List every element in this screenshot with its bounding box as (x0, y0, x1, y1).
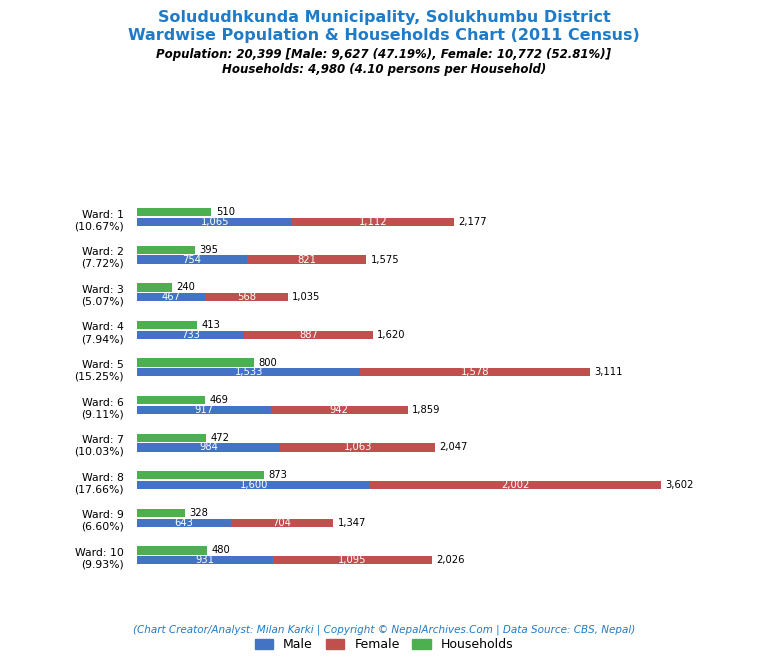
Text: 1,035: 1,035 (292, 292, 320, 302)
Text: 643: 643 (174, 517, 194, 527)
Text: 821: 821 (297, 254, 316, 264)
Bar (360, 368, 590, 376)
Text: Households: 4,980 (4.10 persons per Household): Households: 4,980 (4.10 persons per Hous… (222, 63, 546, 76)
Bar (280, 444, 435, 452)
Bar (137, 321, 197, 329)
Bar (137, 406, 270, 414)
Bar (137, 471, 264, 480)
Text: 568: 568 (237, 292, 256, 302)
Bar (137, 509, 185, 517)
Bar (292, 218, 454, 226)
Text: 754: 754 (183, 254, 202, 264)
Text: 413: 413 (202, 320, 220, 330)
Text: 704: 704 (273, 517, 291, 527)
Bar (247, 256, 366, 264)
Text: 2,177: 2,177 (458, 217, 487, 227)
Bar (137, 256, 247, 264)
Bar (137, 556, 273, 564)
Text: 733: 733 (181, 330, 200, 340)
Bar (137, 358, 253, 367)
Bar (273, 556, 432, 564)
Text: Population: 20,399 [Male: 9,627 (47.19%), Female: 10,772 (52.81%)]: Population: 20,399 [Male: 9,627 (47.19%)… (157, 48, 611, 61)
Text: 3,602: 3,602 (665, 480, 694, 490)
Text: 2,026: 2,026 (436, 555, 465, 565)
Text: 1,063: 1,063 (343, 442, 372, 452)
Bar (205, 293, 288, 301)
Text: 887: 887 (299, 330, 318, 340)
Bar (137, 368, 360, 376)
Text: 472: 472 (210, 433, 230, 443)
Text: 984: 984 (200, 442, 218, 452)
Bar (137, 218, 292, 226)
Text: 942: 942 (329, 405, 349, 415)
Legend: Male, Female, Households: Male, Female, Households (250, 633, 518, 657)
Text: 1,859: 1,859 (412, 405, 441, 415)
Text: 917: 917 (194, 405, 214, 415)
Text: 2,047: 2,047 (439, 442, 468, 452)
Bar (270, 406, 408, 414)
Text: Solududhkunda Municipality, Solukhumbu District: Solududhkunda Municipality, Solukhumbu D… (157, 10, 611, 25)
Bar (137, 283, 172, 292)
Text: 467: 467 (162, 292, 180, 302)
Text: 1,620: 1,620 (377, 330, 406, 340)
Bar (137, 208, 211, 216)
Text: 1,575: 1,575 (371, 254, 399, 264)
Text: (Chart Creator/Analyst: Milan Karki | Copyright © NepalArchives.Com | Data Sourc: (Chart Creator/Analyst: Milan Karki | Co… (133, 624, 635, 635)
Text: 469: 469 (210, 395, 229, 405)
Text: 480: 480 (211, 545, 230, 555)
Text: 328: 328 (190, 508, 208, 518)
Text: 3,111: 3,111 (594, 368, 623, 378)
Text: 1,600: 1,600 (240, 480, 268, 490)
Bar (137, 546, 207, 555)
Text: 873: 873 (269, 470, 287, 480)
Text: 395: 395 (199, 245, 218, 255)
Bar (370, 481, 661, 490)
Bar (137, 246, 195, 254)
Bar (244, 330, 372, 339)
Text: 931: 931 (196, 555, 214, 565)
Bar (137, 481, 370, 490)
Text: 240: 240 (177, 282, 195, 292)
Text: 2,002: 2,002 (502, 480, 530, 490)
Text: 800: 800 (258, 358, 276, 368)
Text: 510: 510 (216, 207, 235, 217)
Text: 1,578: 1,578 (461, 368, 489, 378)
Bar (137, 434, 206, 442)
Bar (137, 519, 231, 527)
Text: 1,065: 1,065 (200, 217, 229, 227)
Bar (231, 519, 333, 527)
Text: 1,533: 1,533 (234, 368, 263, 378)
Text: 1,347: 1,347 (337, 517, 366, 527)
Text: Wardwise Population & Households Chart (2011 Census): Wardwise Population & Households Chart (… (128, 28, 640, 43)
Text: 1,112: 1,112 (359, 217, 387, 227)
Bar (137, 444, 280, 452)
Bar (137, 396, 206, 404)
Text: 1,095: 1,095 (338, 555, 366, 565)
Bar (137, 330, 244, 339)
Bar (137, 293, 205, 301)
